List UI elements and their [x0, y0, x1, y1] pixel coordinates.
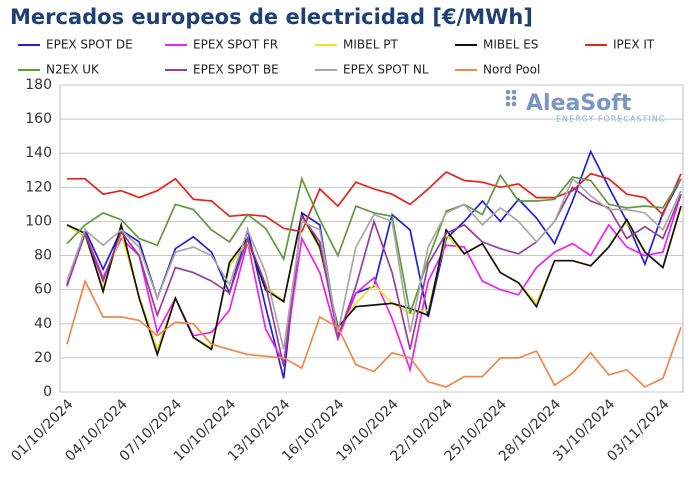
legend-label: EPEX SPOT NL	[343, 63, 429, 77]
legend-label: N2EX UK	[46, 63, 100, 77]
y-tick-label: 40	[34, 316, 52, 332]
logo-dot	[505, 101, 511, 107]
y-tick-label: 180	[25, 77, 52, 93]
logo: AleaSoft	[526, 91, 632, 116]
y-tick-label: 0	[43, 384, 52, 400]
legend-label: Nord Pool	[483, 63, 540, 77]
series-line	[66, 177, 682, 350]
y-tick-label: 20	[34, 350, 52, 366]
plot-frame	[59, 84, 684, 393]
y-tick-label: 100	[25, 213, 52, 229]
y-tick-label: 160	[25, 111, 52, 127]
y-tick-label: 140	[25, 145, 52, 161]
logo-dot	[511, 89, 517, 95]
legend-label: EPEX SPOT FR	[193, 38, 278, 52]
series-line	[66, 173, 682, 314]
chart-title: Mercados europeos de electricidad [€/MWh…	[10, 5, 533, 29]
logo-dot	[511, 95, 517, 101]
y-tick-label: 60	[34, 282, 52, 298]
y-tick-label: 120	[25, 179, 52, 195]
legend-label: EPEX SPOT BE	[193, 63, 279, 77]
series-line	[66, 186, 682, 367]
series-line	[66, 193, 682, 373]
y-tick-label: 80	[34, 248, 52, 264]
legend-label: EPEX SPOT DE	[46, 38, 133, 52]
legend-label: MIBEL PT	[343, 38, 398, 52]
series-line	[66, 205, 682, 358]
legend-label: IPEX IT	[613, 38, 655, 52]
series-line	[66, 278, 682, 388]
logo-dot	[505, 89, 511, 95]
logo-dot	[505, 95, 511, 101]
logo-dot	[511, 101, 517, 107]
legend-label: MIBEL ES	[483, 38, 538, 52]
